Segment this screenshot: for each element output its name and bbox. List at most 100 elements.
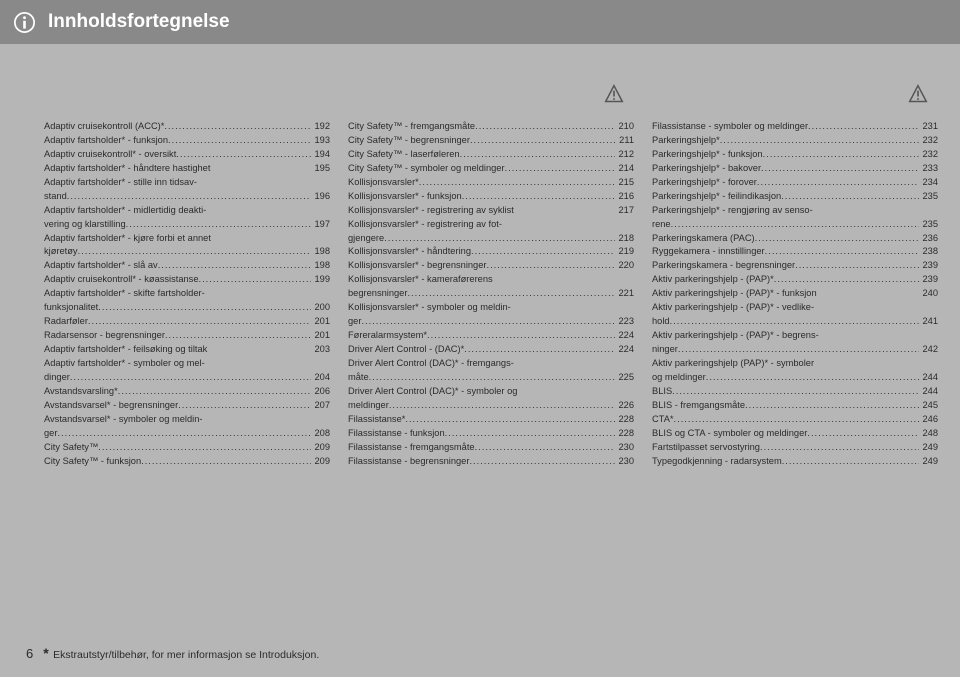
- toc-entry: Kollisjonsvarsler* - håndtering 219: [348, 245, 634, 259]
- toc-entry: Aktiv parkeringshjelp - (PAP)* - vedlike…: [652, 301, 938, 315]
- toc-entry: Adaptiv fartsholder* - midlertidig deakt…: [44, 204, 330, 218]
- toc-entry-page: 219: [615, 245, 634, 259]
- toc-dots: [199, 273, 312, 287]
- toc-dots: [57, 427, 311, 441]
- toc-entry-text: Adaptiv fartsholder* - funksjon: [44, 134, 168, 148]
- toc-entry: Driver Alert Control - (DAC)*224: [348, 343, 634, 357]
- toc-entry: Adaptiv fartsholder* - håndtere hastighe…: [44, 162, 330, 176]
- toc-entry-text: BLIS: [652, 385, 672, 399]
- toc-entry: Aktiv parkeringshjelp - (PAP)*239: [652, 273, 938, 287]
- toc-entry-page: 210: [615, 120, 634, 134]
- toc-entry-text: Kollisjonsvarsler* - kameraførerens: [348, 273, 493, 287]
- toc-entry: City Safety™ - funksjon209: [44, 455, 330, 469]
- toc-entry-page: 200: [311, 301, 330, 315]
- toc-entry: Driver Alert Control (DAC)* - fremgangs-: [348, 357, 634, 371]
- toc-entry: City Safety™ - laserføleren212: [348, 148, 634, 162]
- toc-entry-text: Kollisjonsvarsler* - begrensninger: [348, 259, 487, 273]
- toc-entry: Kollisjonsvarsler* - symboler og meldin-: [348, 301, 634, 315]
- toc-dots: [384, 232, 615, 246]
- toc-entry: ninger242: [652, 343, 938, 357]
- toc-dots: [755, 232, 920, 246]
- toc-entry: Adaptiv fartsholder* - kjøre forbi et an…: [44, 232, 330, 246]
- toc-dots: [781, 190, 919, 204]
- toc-entry: ger223: [348, 315, 634, 329]
- toc-entry-page: 228: [615, 413, 634, 427]
- toc-dots: [774, 273, 920, 287]
- toc-entry-text: og meldinger: [652, 371, 706, 385]
- toc-dots: [745, 399, 919, 413]
- toc-entry-text: gjengere: [348, 232, 384, 246]
- toc-dots: [369, 371, 616, 385]
- toc-entry-page: 218: [615, 232, 634, 246]
- toc-entry-page: 201: [311, 329, 330, 343]
- toc-entry: Radarsensor - begrensninger201: [44, 329, 330, 343]
- toc-dots: [678, 343, 920, 357]
- toc-entry-text: Filassistanse - begrensninger: [348, 455, 469, 469]
- toc-entry-text: Parkeringshjelp* - forover: [652, 176, 757, 190]
- toc-entry-page: 235: [919, 218, 938, 232]
- toc-dots: [670, 315, 920, 329]
- toc-entry-text: Filassistanse*: [348, 413, 405, 427]
- toc-entry-text: Kollisjonsvarsler* - funksjon: [348, 190, 462, 204]
- toc-entry-page: 201: [311, 315, 330, 329]
- toc-entry: Adaptiv cruisekontroll* - køassistanse19…: [44, 273, 330, 287]
- toc-entry: Kollisjonsvarsler*215: [348, 176, 634, 190]
- toc-dots: [470, 134, 616, 148]
- footer-star: *: [43, 645, 48, 661]
- toc-dots: [757, 176, 920, 190]
- toc-entry-text: Adaptiv fartsholder* - symboler og mel-: [44, 357, 205, 371]
- toc-entry: Parkeringskamera (PAC)236: [652, 232, 938, 246]
- toc-columns: Adaptiv cruisekontroll (ACC)*192Adaptiv …: [0, 44, 960, 468]
- toc-entry: Filassistanse - fremgangsmåte230: [348, 441, 634, 455]
- toc-dots: [765, 245, 920, 259]
- toc-dots: [475, 120, 615, 134]
- toc-entry: Føreralarmsystem*224: [348, 329, 634, 343]
- toc-entry-text: meldinger: [348, 399, 389, 413]
- toc-dots: [760, 441, 920, 455]
- toc-entry-page: 193: [311, 134, 330, 148]
- toc-entry: Avstandsvarsel* - begrensninger207: [44, 399, 330, 413]
- toc-entry: Kollisjonsvarsler* - kameraførerens: [348, 273, 634, 287]
- toc-entry-page: 244: [919, 385, 938, 399]
- toc-entry: Adaptiv cruisekontroll* - oversikt194: [44, 148, 330, 162]
- toc-entry-text: Kollisjonsvarsler*: [348, 176, 419, 190]
- toc-dots: [471, 245, 616, 259]
- toc-dots: [761, 162, 919, 176]
- toc-entry-page: 216: [615, 190, 634, 204]
- toc-entry-text: BLIS - fremgangsmåte: [652, 399, 745, 413]
- toc-entry-text: Adaptiv fartsholder* - håndtere hastighe…: [44, 162, 210, 176]
- toc-entry-text: Adaptiv fartsholder* - stille inn tidsav…: [44, 176, 197, 190]
- toc-entry-text: Parkeringskamera (PAC): [652, 232, 755, 246]
- toc-entry: Aktiv parkeringshjelp - (PAP)* - begrens…: [652, 329, 938, 343]
- toc-entry-page: 240: [919, 287, 938, 301]
- toc-entry-page: 194: [311, 148, 330, 162]
- toc-entry-text: stand: [44, 190, 67, 204]
- toc-entry: Parkeringshjelp* - funksjon232: [652, 148, 938, 162]
- toc-entry-text: ger: [44, 427, 57, 441]
- toc-entry-page: 233: [919, 162, 938, 176]
- warning-icon: [908, 84, 928, 104]
- toc-entry-text: CTA*: [652, 413, 674, 427]
- toc-entry-page: 239: [919, 259, 938, 273]
- page: Innholdsfortegnelse Adaptiv cruisekontro…: [0, 0, 960, 677]
- toc-dots: [460, 148, 616, 162]
- toc-dots: [462, 190, 616, 204]
- toc-entry-text: Ryggekamera - innstillinger: [652, 245, 765, 259]
- toc-dots: [505, 162, 616, 176]
- toc-entry-text: Parkeringshjelp* - funksjon: [652, 148, 763, 162]
- toc-entry: dinger204: [44, 371, 330, 385]
- toc-entry-text: Avstandsvarsel* - symboler og meldin-: [44, 413, 202, 427]
- toc-entry: måte225: [348, 371, 634, 385]
- toc-entry: Adaptiv fartsholder* - stille inn tidsav…: [44, 176, 330, 190]
- toc-dots: [671, 218, 920, 232]
- toc-entry-page: 248: [919, 427, 938, 441]
- toc-entry-page: 249: [919, 455, 938, 469]
- toc-entry-text: Kollisjonsvarsler* - håndtering: [348, 245, 471, 259]
- toc-entry-page: 211: [616, 134, 634, 148]
- toc-entry-text: City Safety™ - symboler og meldinger: [348, 162, 505, 176]
- toc-entry-text: Radarføler: [44, 315, 88, 329]
- toc-entry: Parkeringshjelp* - feilindikasjon235: [652, 190, 938, 204]
- toc-entry-text: Driver Alert Control - (DAC)*: [348, 343, 464, 357]
- toc-dots: [118, 385, 312, 399]
- toc-entry: City Safety™ - symboler og meldinger214: [348, 162, 634, 176]
